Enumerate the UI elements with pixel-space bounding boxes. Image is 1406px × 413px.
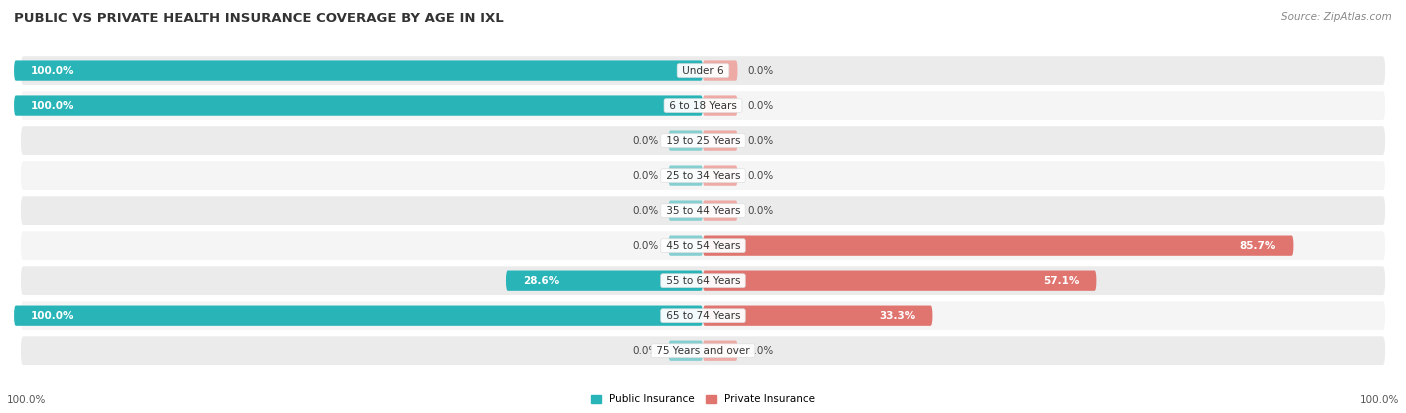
Text: Under 6: Under 6 (679, 66, 727, 76)
Text: 65 to 74 Years: 65 to 74 Years (662, 311, 744, 320)
Text: 25 to 34 Years: 25 to 34 Years (662, 171, 744, 180)
Text: 35 to 44 Years: 35 to 44 Years (662, 206, 744, 216)
Text: 0.0%: 0.0% (748, 66, 775, 76)
Text: 100.0%: 100.0% (31, 311, 75, 320)
Text: 100.0%: 100.0% (1360, 395, 1399, 405)
FancyBboxPatch shape (21, 126, 1385, 155)
FancyBboxPatch shape (703, 166, 738, 186)
Text: 100.0%: 100.0% (7, 395, 46, 405)
FancyBboxPatch shape (703, 131, 738, 151)
Text: 0.0%: 0.0% (631, 171, 658, 180)
FancyBboxPatch shape (21, 196, 1385, 225)
Text: 6 to 18 Years: 6 to 18 Years (666, 101, 740, 111)
Text: Source: ZipAtlas.com: Source: ZipAtlas.com (1281, 12, 1392, 22)
FancyBboxPatch shape (703, 60, 738, 81)
FancyBboxPatch shape (21, 161, 1385, 190)
FancyBboxPatch shape (506, 271, 703, 291)
Text: 0.0%: 0.0% (631, 241, 658, 251)
Text: 100.0%: 100.0% (31, 101, 75, 111)
FancyBboxPatch shape (669, 131, 703, 151)
Text: 75 Years and over: 75 Years and over (652, 346, 754, 356)
FancyBboxPatch shape (703, 271, 1097, 291)
FancyBboxPatch shape (21, 301, 1385, 330)
FancyBboxPatch shape (703, 235, 1294, 256)
Text: 0.0%: 0.0% (748, 101, 775, 111)
Text: PUBLIC VS PRIVATE HEALTH INSURANCE COVERAGE BY AGE IN IXL: PUBLIC VS PRIVATE HEALTH INSURANCE COVER… (14, 12, 503, 25)
FancyBboxPatch shape (21, 91, 1385, 120)
Text: 0.0%: 0.0% (748, 206, 775, 216)
Text: 0.0%: 0.0% (631, 206, 658, 216)
FancyBboxPatch shape (669, 341, 703, 361)
FancyBboxPatch shape (669, 235, 703, 256)
Legend: Public Insurance, Private Insurance: Public Insurance, Private Insurance (586, 390, 820, 408)
Text: 0.0%: 0.0% (631, 135, 658, 146)
FancyBboxPatch shape (14, 306, 703, 326)
FancyBboxPatch shape (14, 95, 703, 116)
FancyBboxPatch shape (703, 306, 932, 326)
FancyBboxPatch shape (703, 95, 738, 116)
FancyBboxPatch shape (703, 341, 738, 361)
Text: 55 to 64 Years: 55 to 64 Years (662, 275, 744, 286)
Text: 0.0%: 0.0% (748, 171, 775, 180)
Text: 100.0%: 100.0% (31, 66, 75, 76)
Text: 33.3%: 33.3% (879, 311, 915, 320)
Text: 0.0%: 0.0% (631, 346, 658, 356)
Text: 28.6%: 28.6% (523, 275, 560, 286)
FancyBboxPatch shape (669, 200, 703, 221)
FancyBboxPatch shape (21, 336, 1385, 365)
FancyBboxPatch shape (21, 231, 1385, 260)
Text: 0.0%: 0.0% (748, 135, 775, 146)
FancyBboxPatch shape (669, 166, 703, 186)
FancyBboxPatch shape (21, 266, 1385, 295)
Text: 85.7%: 85.7% (1240, 241, 1277, 251)
FancyBboxPatch shape (703, 200, 738, 221)
Text: 45 to 54 Years: 45 to 54 Years (662, 241, 744, 251)
Text: 0.0%: 0.0% (748, 346, 775, 356)
FancyBboxPatch shape (21, 56, 1385, 85)
Text: 57.1%: 57.1% (1043, 275, 1080, 286)
Text: 19 to 25 Years: 19 to 25 Years (662, 135, 744, 146)
FancyBboxPatch shape (14, 60, 703, 81)
